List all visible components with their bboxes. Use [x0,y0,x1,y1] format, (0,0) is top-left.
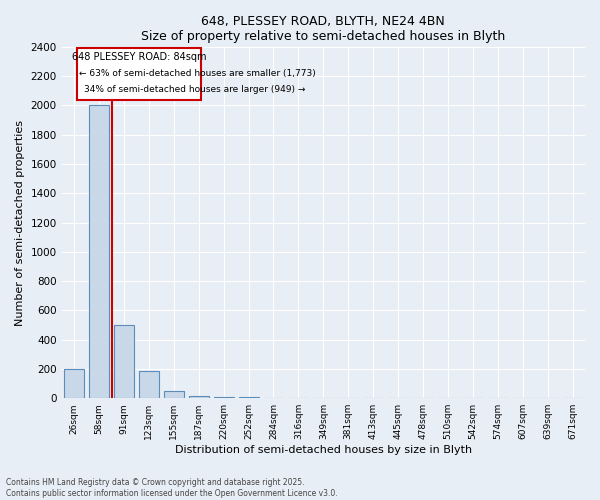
Text: 34% of semi-detached houses are larger (949) →: 34% of semi-detached houses are larger (… [84,85,305,94]
Bar [89,106,109,398]
Bar [114,325,134,398]
Text: 648 PLESSEY ROAD: 84sqm: 648 PLESSEY ROAD: 84sqm [71,52,206,62]
Bar [64,369,84,398]
Bar [164,391,184,398]
Bar [214,396,233,398]
FancyBboxPatch shape [77,48,201,100]
X-axis label: Distribution of semi-detached houses by size in Blyth: Distribution of semi-detached houses by … [175,445,472,455]
Bar [189,396,209,398]
Title: 648, PLESSEY ROAD, BLYTH, NE24 4BN
Size of property relative to semi-detached ho: 648, PLESSEY ROAD, BLYTH, NE24 4BN Size … [141,15,505,43]
Text: ← 63% of semi-detached houses are smaller (1,773): ← 63% of semi-detached houses are smalle… [79,69,316,78]
Y-axis label: Number of semi-detached properties: Number of semi-detached properties [15,120,25,326]
Text: Contains HM Land Registry data © Crown copyright and database right 2025.
Contai: Contains HM Land Registry data © Crown c… [6,478,338,498]
Bar [139,371,159,398]
